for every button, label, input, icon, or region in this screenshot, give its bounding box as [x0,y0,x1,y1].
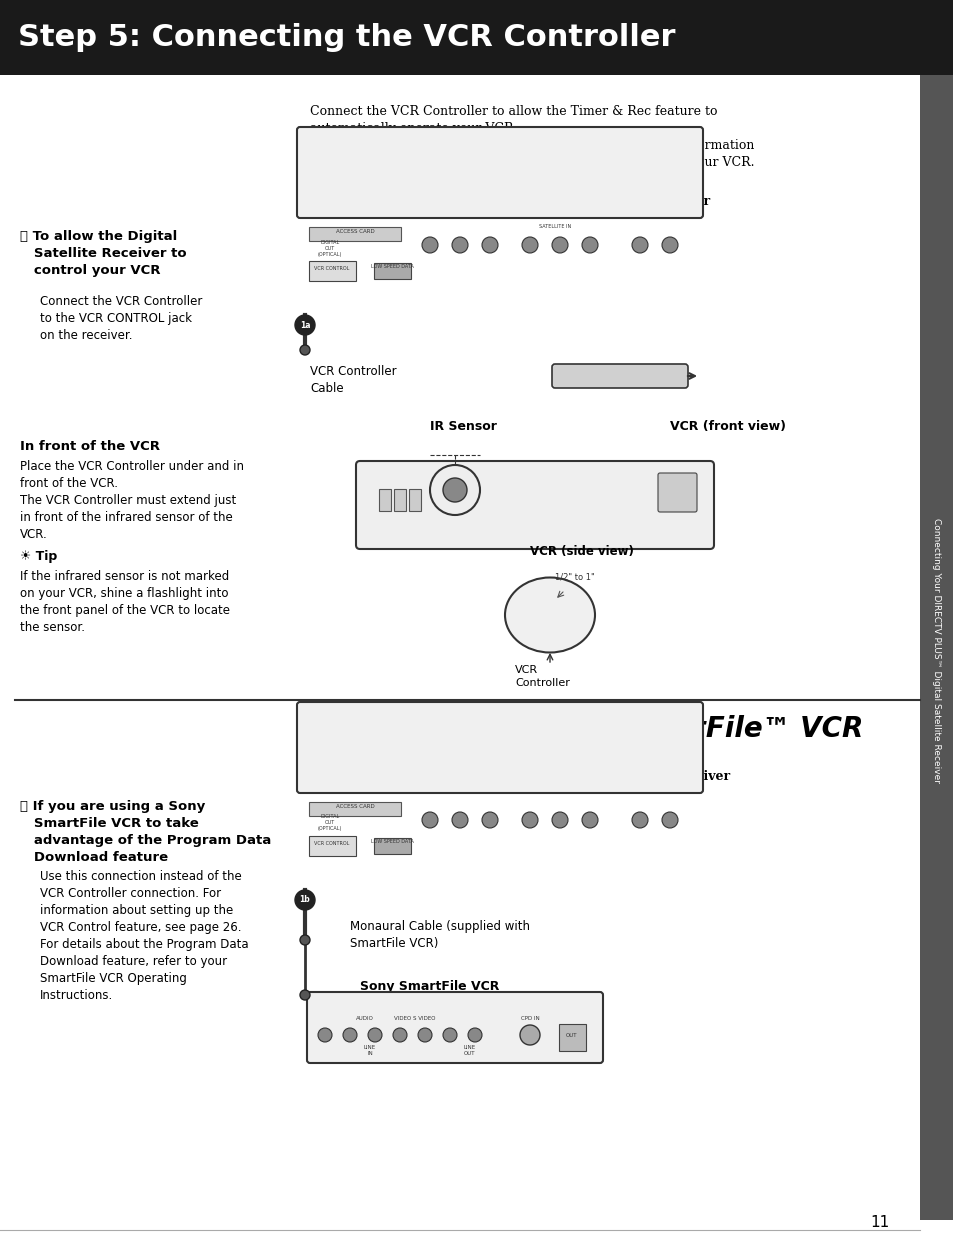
Circle shape [581,811,598,827]
Text: VIDEO S VIDEO: VIDEO S VIDEO [394,1016,436,1021]
Circle shape [521,811,537,827]
Text: SATELLITE IN: SATELLITE IN [538,224,571,228]
Text: Sony SmartFile VCR: Sony SmartFile VCR [359,981,498,993]
Text: Connect the VCR Controller
to the VCR CONTROL jack
on the receiver.: Connect the VCR Controller to the VCR CO… [40,295,202,342]
FancyBboxPatch shape [355,461,713,550]
Text: Connecting Your DIRECTV PLUS™ Digital Satellite Receiver: Connecting Your DIRECTV PLUS™ Digital Sa… [931,517,941,783]
Text: OUT: OUT [566,1032,578,1037]
FancyBboxPatch shape [378,489,391,511]
Text: VCR CONTROL: VCR CONTROL [314,266,350,270]
Circle shape [661,811,678,827]
Circle shape [442,478,467,501]
Circle shape [481,237,497,253]
Circle shape [552,237,567,253]
Circle shape [481,811,497,827]
Text: ⒡ To allow the Digital
   Satellite Receiver to
   control your VCR: ⒡ To allow the Digital Satellite Receive… [20,230,187,277]
Text: Step 5: Connecting the VCR Controller: Step 5: Connecting the VCR Controller [18,22,675,52]
Text: ACCESS CARD: ACCESS CARD [335,228,374,233]
Circle shape [317,1028,332,1042]
Circle shape [631,811,647,827]
Text: Digital Satellite Receiver: Digital Satellite Receiver [554,769,729,783]
FancyBboxPatch shape [309,836,355,856]
FancyBboxPatch shape [296,127,702,219]
FancyBboxPatch shape [309,802,400,816]
Circle shape [442,1028,456,1042]
Circle shape [368,1028,381,1042]
Text: ACCESS CARD: ACCESS CARD [335,804,374,809]
Circle shape [452,811,468,827]
Text: If the infrared sensor is not marked
on your VCR, shine a flashlight into
the fr: If the infrared sensor is not marked on … [20,571,230,634]
Text: DIGITAL
OUT
(OPTICAL): DIGITAL OUT (OPTICAL) [317,241,342,257]
Text: Monaural Cable (supplied with
SmartFile VCR): Monaural Cable (supplied with SmartFile … [350,920,530,950]
FancyBboxPatch shape [0,0,953,75]
Circle shape [581,237,598,253]
FancyBboxPatch shape [309,261,355,282]
Circle shape [430,466,479,515]
Circle shape [299,345,310,354]
Circle shape [343,1028,356,1042]
Circle shape [393,1028,407,1042]
Text: VCR CONTROL: VCR CONTROL [314,841,350,846]
Circle shape [294,315,314,335]
Text: VCR (side view): VCR (side view) [530,545,633,558]
Text: LOW SPEED DATA: LOW SPEED DATA [370,839,413,844]
Text: CPD IN: CPD IN [520,1016,538,1021]
Circle shape [519,1025,539,1045]
Text: Place the VCR Controller under and in
front of the VCR.
The VCR Controller must : Place the VCR Controller under and in fr… [20,459,244,541]
FancyBboxPatch shape [307,992,602,1063]
Circle shape [468,1028,481,1042]
Text: LINE
IN: LINE IN [363,1045,375,1056]
Text: IR Sensor: IR Sensor [430,420,497,433]
Circle shape [421,811,437,827]
Text: 1/2" to 1": 1/2" to 1" [555,573,595,582]
FancyBboxPatch shape [309,227,400,241]
Text: 1a: 1a [299,321,310,330]
FancyBboxPatch shape [374,839,411,853]
Ellipse shape [504,578,595,652]
Circle shape [417,1028,432,1042]
FancyBboxPatch shape [658,473,697,513]
Circle shape [552,811,567,827]
Text: AUDIO: AUDIO [355,1016,374,1021]
Text: In front of the VCR: In front of the VCR [20,440,160,453]
Circle shape [521,237,537,253]
Text: 1b: 1b [299,895,310,904]
Text: Connecting a Sony SmartFile™ VCR: Connecting a Sony SmartFile™ VCR [310,715,862,743]
FancyBboxPatch shape [409,489,420,511]
Text: Digital Satellite Receiver: Digital Satellite Receiver [534,195,709,207]
Text: ☀ Tip: ☀ Tip [20,550,57,563]
Text: VCR Controller: VCR Controller [569,366,656,378]
Text: LINE
OUT: LINE OUT [463,1045,476,1056]
Circle shape [661,237,678,253]
Text: ⒡ If you are using a Sony
   SmartFile VCR to take
   advantage of the Program D: ⒡ If you are using a Sony SmartFile VCR … [20,800,271,864]
Text: DIGITAL
OUT
(OPTICAL): DIGITAL OUT (OPTICAL) [317,814,342,831]
Text: VCR
Controller: VCR Controller [515,664,569,688]
FancyBboxPatch shape [552,364,687,388]
Circle shape [299,935,310,945]
Circle shape [631,237,647,253]
FancyBboxPatch shape [394,489,406,511]
Text: Use this connection instead of the
VCR Controller connection. For
information ab: Use this connection instead of the VCR C… [40,869,249,1002]
Text: LOW SPEED DATA: LOW SPEED DATA [370,264,413,269]
Text: VCR Controller
Cable: VCR Controller Cable [310,366,396,395]
Circle shape [421,237,437,253]
FancyBboxPatch shape [919,75,953,1220]
FancyBboxPatch shape [558,1024,585,1051]
Circle shape [294,890,314,910]
Circle shape [452,237,468,253]
Text: 11: 11 [869,1215,888,1230]
Text: VCR (front view): VCR (front view) [669,420,785,433]
FancyBboxPatch shape [296,701,702,793]
FancyBboxPatch shape [374,263,411,279]
Text: Connect the VCR Controller to allow the Timer & Rec feature to
automatically ope: Connect the VCR Controller to allow the … [310,105,754,169]
Circle shape [299,990,310,1000]
